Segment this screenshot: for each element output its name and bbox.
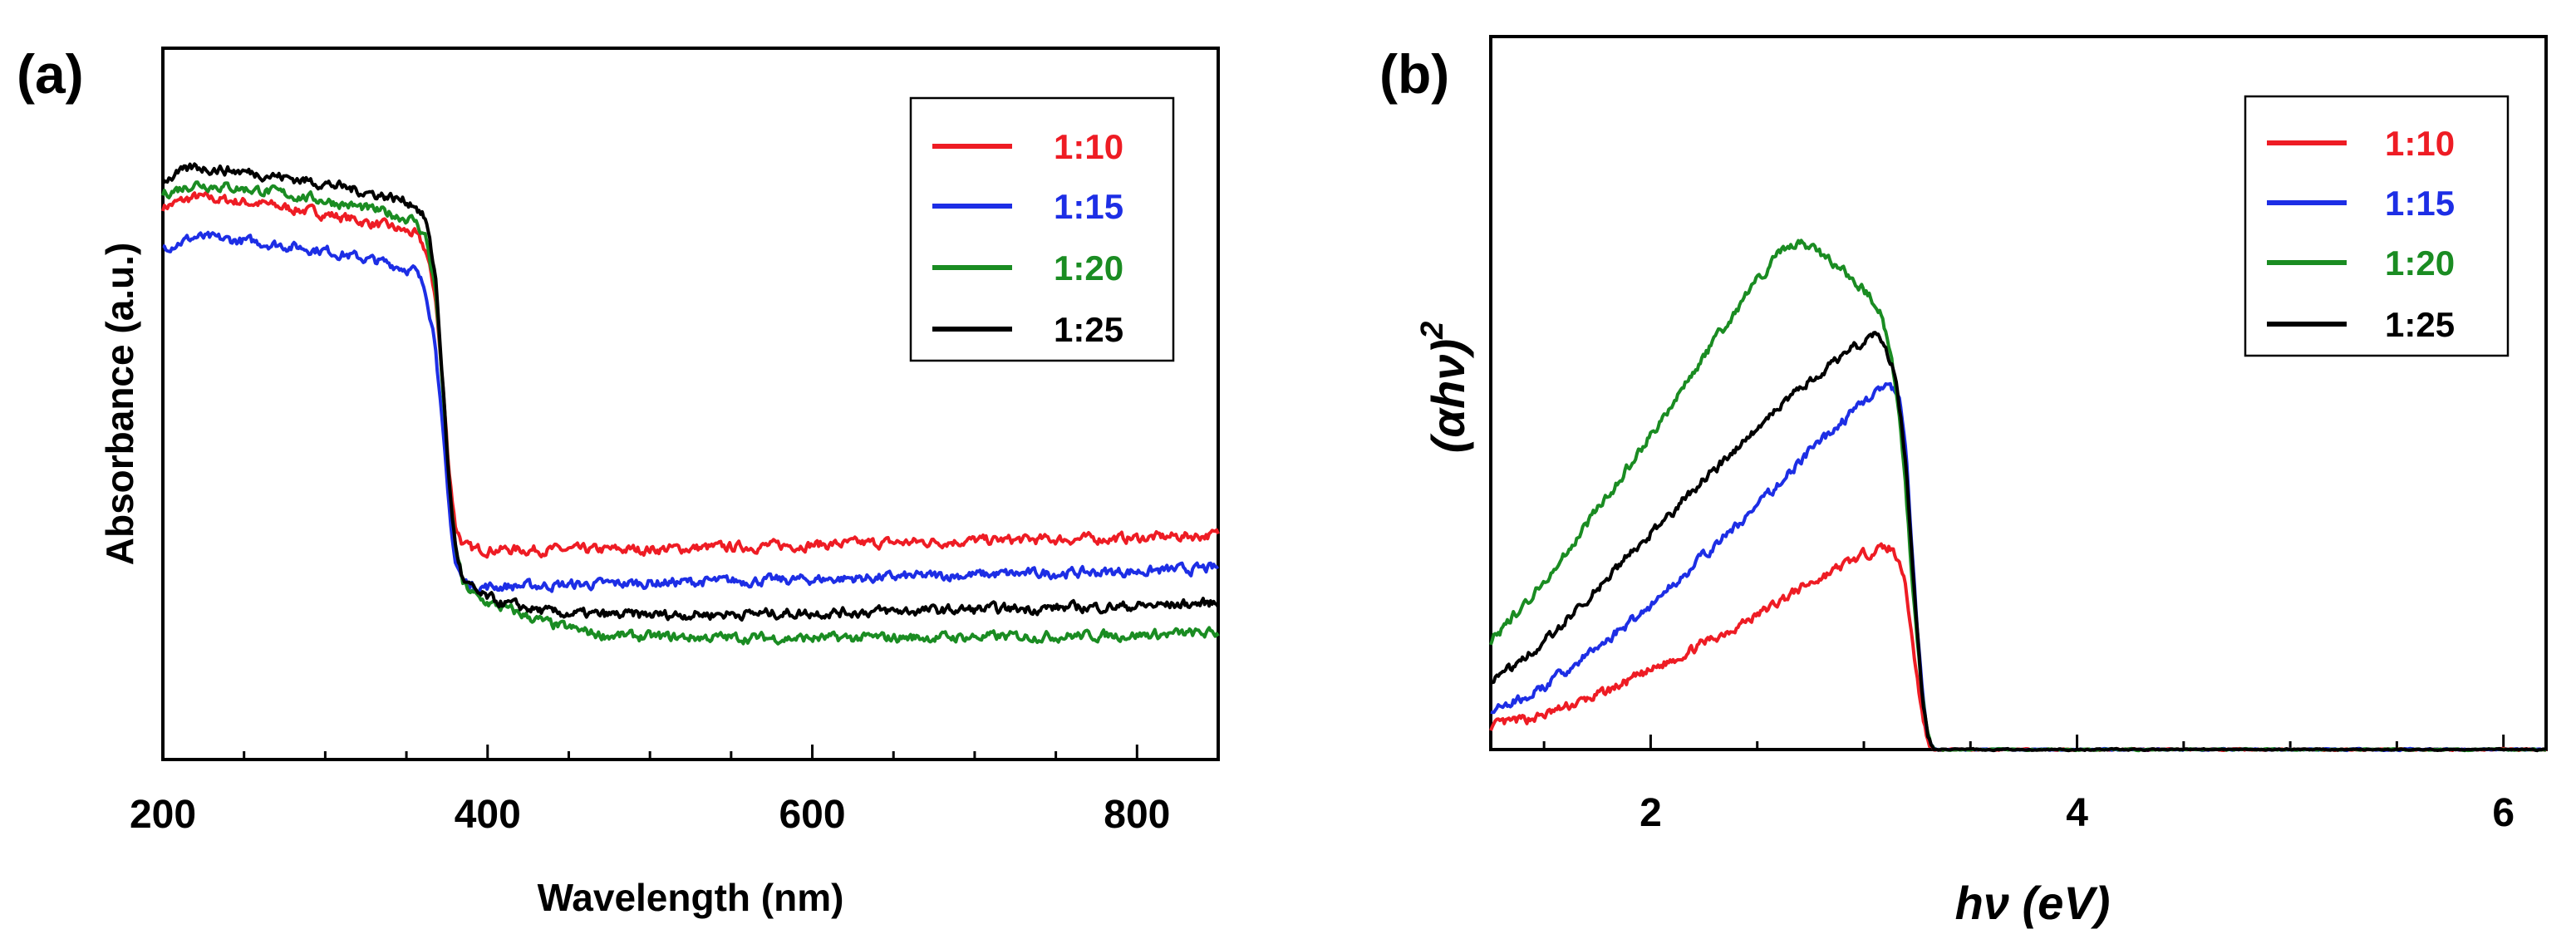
panel-a-legend-label: 1:15 [1054,187,1123,226]
panel-a-x-ticks [161,745,1220,760]
series-line-1-25 [1489,331,2547,753]
series-line-1-10 [161,190,1220,559]
panel-b-legend-label: 1:10 [2385,124,2455,163]
panel-a-x-tick-label: 400 [455,793,521,837]
panel-a-x-axis-title: Wavelength (nm) [538,876,844,919]
series-line-1-15 [162,230,1220,595]
panel-b-legend-label: 1:15 [2385,184,2455,223]
panel-a-x-tick-label: 800 [1104,793,1170,837]
panel-a-label: (a) [17,43,84,105]
panel-b-legend-box [2244,95,2510,357]
svg-text:(αhν)2: (αhν)2 [1415,322,1474,454]
panel-b-y-axis-superscript: 2 [1415,322,1450,340]
series-line-1-10 [1489,542,2547,752]
panel-b-x-tick-label: 4 [2066,791,2088,835]
panel-a-uv-vis-absorbance: (a) 200 400 600 800 Wavelength (nm) Abso… [17,43,1220,919]
panel-b-y-axis-base: (αhν) [1422,339,1474,453]
panel-a-x-tick-label: 600 [779,793,845,837]
panel-a-legend-box [909,96,1175,362]
panel-a-legend-label: 1:25 [1054,310,1123,349]
series-line-1-20 [161,180,1220,646]
panel-a-frame [161,47,1220,761]
panel-a-legend-label: 1:20 [1054,248,1123,288]
panel-b-x-tick-label: 2 [1639,791,1662,835]
panel-b-x-axis-title: hν (eV) [1955,877,2111,929]
panel-b-tauc-plot: (b) 2 4 6 hν (eV) (αhν)2 1:10 1:15 1:20 … [1379,35,2548,929]
panel-a-x-tick-label: 200 [130,793,196,837]
panel-a-series [161,162,1220,646]
panel-b-y-axis-title: (αhν)2 [1415,322,1474,454]
panel-b-x-tick-label: 6 [2492,791,2515,835]
panel-b-legend-label: 1:20 [2385,243,2455,283]
panel-a-y-axis-title: Absorbance (a.u.) [98,243,141,566]
panel-b-legend-label: 1:25 [2385,305,2455,344]
series-line-1-25 [161,162,1220,622]
panel-a-legend-label: 1:10 [1054,127,1123,166]
panel-b-series [1489,238,2547,753]
panel-b-legend: 1:10 1:15 1:20 1:25 [2244,95,2510,357]
panel-a-legend: 1:10 1:15 1:20 1:25 [909,96,1175,362]
panel-b-label: (b) [1379,43,1449,105]
